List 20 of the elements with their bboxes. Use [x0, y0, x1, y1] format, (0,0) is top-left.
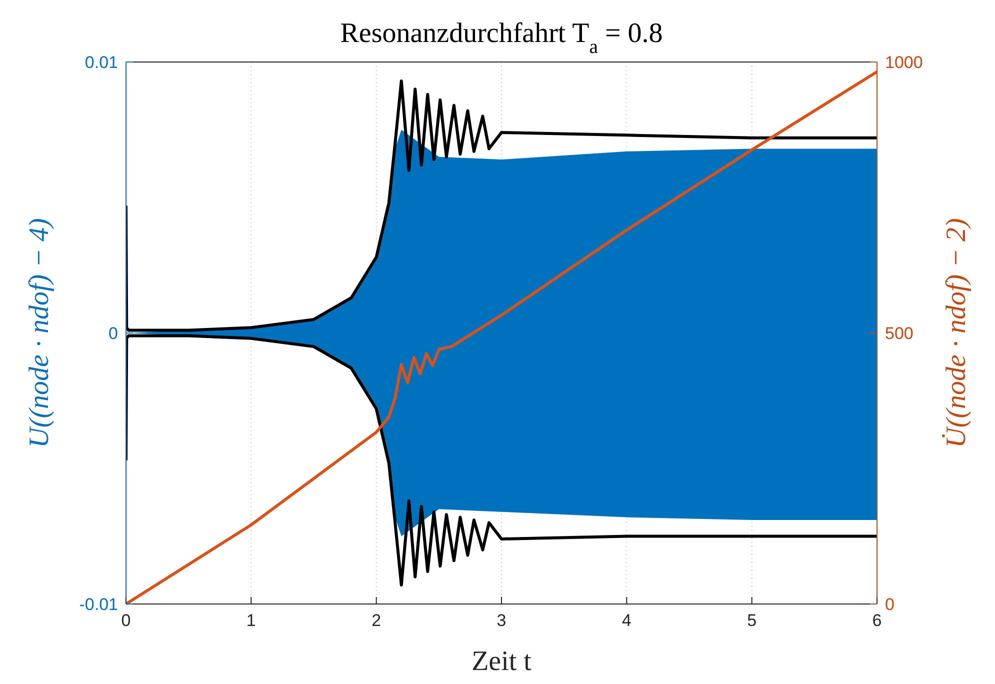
x-tick-label: 5: [747, 611, 757, 630]
line-series: [126, 79, 877, 332]
x-tick-label: 2: [372, 611, 382, 630]
y-axis-title: U((node · ndof) − 4): [24, 218, 55, 448]
y2-tick-label: 1000: [885, 53, 923, 72]
x-tick-label: 6: [872, 611, 882, 630]
y2-tick-label: 500: [885, 324, 914, 343]
y2-tick-label: 0: [885, 595, 894, 614]
x-tick-label: 0: [121, 611, 131, 630]
y2-axis-title: U̇((node · ndof) − 2): [941, 218, 972, 448]
x-axis-title: Zeit t: [472, 646, 532, 677]
chart-title: Resonanzdurchfahrt T$_{a}$ = 0.8: [340, 18, 663, 58]
line-series: [126, 334, 877, 587]
y-tick-label: 0: [108, 324, 118, 343]
y-tick-label: -0.01: [79, 595, 118, 614]
x-tick-label: 1: [246, 611, 256, 630]
y-tick-label: 0.01: [84, 53, 118, 72]
line-series: [126, 70, 877, 606]
x-tick-label: 4: [622, 611, 632, 630]
x-tick-label: 3: [496, 611, 506, 630]
